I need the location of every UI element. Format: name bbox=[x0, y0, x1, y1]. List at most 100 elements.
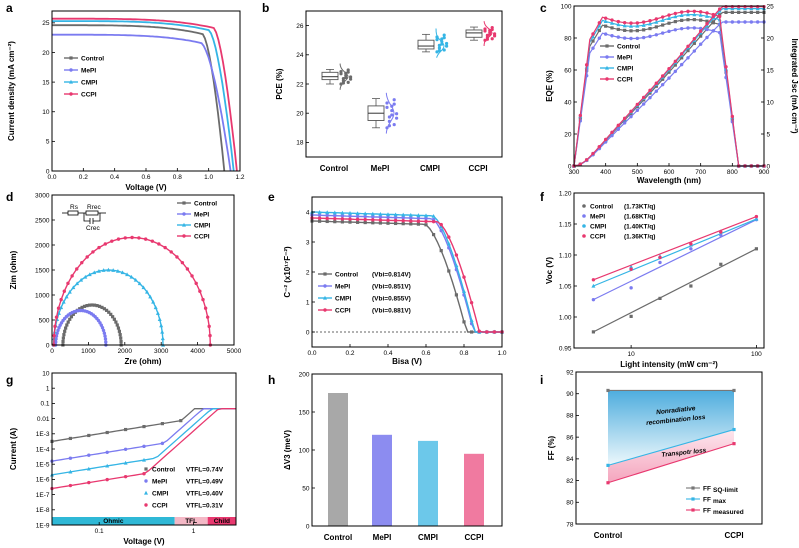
voc-point-ccpi bbox=[689, 242, 693, 246]
bar-category-label: CCPI bbox=[464, 533, 483, 542]
panel-e-ytick-label: 1 bbox=[306, 299, 310, 306]
panel-f-legend-marker bbox=[582, 204, 586, 208]
nyquist-marker-cmpi bbox=[160, 329, 165, 334]
panel-d-xtick-label: 2000 bbox=[118, 348, 133, 355]
eqe-marker-ccpi bbox=[730, 114, 735, 119]
panel-a-ytick-label: 5 bbox=[46, 139, 50, 146]
panel-e-legend-extra: (Vbi=0.814V) bbox=[372, 271, 411, 278]
pce-box-cmpi bbox=[417, 39, 435, 50]
eqe-marker-control bbox=[667, 21, 671, 25]
eqe-marker-ccpi bbox=[648, 19, 652, 23]
nyquist-marker-ccpi bbox=[143, 237, 148, 241]
panel-c-xtick-label: 700 bbox=[695, 169, 706, 176]
eqe-marker-ccpi bbox=[616, 19, 621, 24]
integrated-jsc-marker-mepi bbox=[730, 20, 735, 24]
pce-point-control bbox=[339, 72, 343, 76]
nyquist-marker-ccpi bbox=[66, 281, 70, 286]
pce-box-control bbox=[321, 71, 339, 81]
panel-g-ytick-label: 1E-3 bbox=[36, 431, 50, 438]
panel-d-xtick-label: 0 bbox=[50, 348, 54, 355]
ff-line-max bbox=[607, 429, 735, 466]
integrated-jsc-marker-control bbox=[673, 63, 677, 67]
nyquist-marker-control bbox=[100, 305, 104, 310]
panel-f-legend-marker bbox=[582, 224, 586, 228]
eqe-marker-cmpi bbox=[673, 14, 678, 19]
mott-marker-ccpi bbox=[325, 216, 329, 221]
panel-g-ytick-label: 10 bbox=[42, 370, 50, 377]
integrated-jsc-marker-ccpi bbox=[755, 4, 760, 9]
integrated-jsc-marker-ccpi bbox=[749, 4, 754, 9]
mott-marker-cmpi bbox=[340, 210, 345, 215]
eqe-marker-cmpi bbox=[660, 18, 665, 22]
nyquist-marker-cmpi bbox=[96, 268, 101, 273]
eqe-marker-ccpi bbox=[641, 20, 646, 24]
panel-c-xlabel: Wavelength (nm) bbox=[637, 176, 701, 185]
nyquist-marker-control bbox=[114, 320, 118, 324]
eqe-marker-control bbox=[648, 26, 652, 31]
nyquist-marker-ccpi bbox=[97, 245, 101, 250]
nyquist-marker-ccpi bbox=[130, 235, 134, 240]
panel-c-legend-label: Control bbox=[617, 43, 640, 50]
nyquist-marker-ccpi bbox=[198, 289, 202, 293]
nyquist-marker-control bbox=[107, 310, 111, 314]
mott-marker-ccpi bbox=[447, 235, 451, 239]
pce-point-control bbox=[346, 80, 350, 84]
panel-d-ylabel: Zim (ohm) bbox=[9, 250, 18, 289]
panel-e-legend-extra: (Vbi=0.851V) bbox=[372, 283, 411, 290]
nyquist-marker-mepi bbox=[103, 337, 108, 341]
panel-a-xtick-label: 0.6 bbox=[141, 174, 150, 181]
integrated-jsc-marker-ccpi bbox=[629, 109, 633, 114]
nyquist-marker-ccpi bbox=[185, 267, 190, 271]
nyquist-marker-mepi bbox=[103, 334, 107, 338]
eqe-marker-mepi bbox=[673, 28, 678, 32]
panel-g-ytick-label: 0.01 bbox=[37, 416, 50, 423]
eqe-marker-ccpi bbox=[578, 113, 583, 118]
mott-marker-ccpi bbox=[333, 216, 337, 221]
panel-g-legend-label: CCPI bbox=[152, 502, 168, 509]
mott-marker-ccpi bbox=[348, 217, 352, 221]
pce-point-control bbox=[339, 69, 343, 74]
nyquist-marker-ccpi bbox=[116, 237, 121, 241]
eqe-marker-cmpi bbox=[622, 23, 627, 28]
eqe-marker-mepi bbox=[591, 46, 595, 50]
mott-marker-cmpi bbox=[393, 212, 398, 217]
panel-d-legend-marker bbox=[182, 234, 186, 238]
integrated-jsc-marker-mepi bbox=[743, 20, 747, 24]
ff-category-label: Control bbox=[594, 531, 622, 540]
mott-marker-ccpi bbox=[439, 222, 443, 227]
nyquist-marker-control bbox=[118, 333, 122, 337]
voc-fit-cmpi bbox=[593, 218, 757, 287]
panel-h-ytick-label: 50 bbox=[302, 485, 310, 492]
pce-point-control bbox=[346, 68, 350, 72]
pce-point-mepi bbox=[392, 102, 396, 106]
panel-i-label: i bbox=[540, 373, 543, 387]
nyquist-marker-ccpi bbox=[53, 324, 57, 329]
panel-g-legend-marker bbox=[144, 503, 148, 507]
panel-e-xtick-label: 0.0 bbox=[307, 350, 316, 357]
panel-e-xtick-label: 0.4 bbox=[383, 350, 392, 357]
panel-e-ytick-label: 3 bbox=[306, 239, 310, 246]
integrated-jsc-marker-ccpi bbox=[648, 88, 652, 93]
nyquist-marker-control bbox=[95, 304, 99, 308]
panel-b-ylabel: PCE (%) bbox=[275, 68, 284, 99]
nyquist-marker-ccpi bbox=[52, 333, 56, 338]
eqe-marker-cmpi bbox=[698, 12, 703, 17]
nyquist-marker-cmpi bbox=[145, 289, 150, 294]
mott-marker-mepi bbox=[363, 214, 367, 219]
panel-g-ytick-label: 1E-5 bbox=[36, 462, 50, 469]
integrated-jsc-marker-control bbox=[654, 84, 658, 88]
panel-b-ytick-label: 18 bbox=[296, 140, 304, 147]
sclc-marker-control bbox=[105, 430, 109, 435]
panel-e-legend-extra: (Vbi=0.855V) bbox=[372, 295, 411, 302]
sclc-marker-mepi bbox=[160, 441, 165, 446]
panel-a-xtick-label: 0.4 bbox=[110, 174, 119, 181]
nyquist-marker-cmpi bbox=[125, 272, 130, 277]
nyquist-marker-cmpi bbox=[87, 272, 92, 277]
nyquist-marker-cmpi bbox=[115, 268, 120, 273]
ff-point-measured bbox=[732, 442, 736, 446]
voc-point-ccpi bbox=[719, 230, 723, 234]
integrated-jsc-marker-mepi bbox=[673, 69, 678, 74]
nyquist-marker-mepi bbox=[57, 326, 61, 330]
jv-curve-mepi bbox=[52, 33, 232, 172]
integrated-jsc-marker-ccpi bbox=[591, 151, 595, 156]
